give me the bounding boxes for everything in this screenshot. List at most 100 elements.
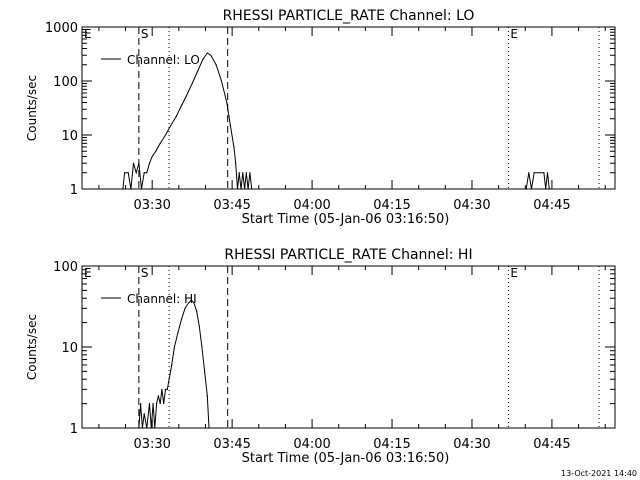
data-point [206,395,208,397]
chart-panel-hi: RHESSI PARTICLE_RATE Channel: HI 1 10 100 03… [25,247,616,466]
event-line-label: E [510,266,518,280]
data-point [143,172,145,174]
event-line-label: E [510,27,518,41]
x-tick-label: 04:45 [533,437,570,452]
chart-title: RHESSI PARTICLE_RATE Channel: HI [224,247,472,263]
x-tick-label: 04:15 [373,198,410,213]
data-point [171,364,173,366]
data-point [530,188,533,190]
data-point [140,403,142,405]
data-point [157,395,159,397]
data-point [166,388,168,390]
data-point [173,346,175,348]
data-point [208,427,210,429]
data-point [184,307,186,309]
data-point [188,302,190,304]
data-point [161,388,163,390]
x-tick-label: 04:00 [293,437,330,452]
y-tick-label: 1 [70,183,78,198]
data-point [226,101,228,104]
legend-label: Channel: HI [127,292,197,306]
data-point [198,325,200,327]
data-point [148,162,151,164]
footer-timestamp: 13-Oct-2021 14:40 [561,469,637,478]
series-line-segment [525,172,550,190]
y-tick-label: 10 [61,341,78,356]
data-point [202,58,204,61]
data-point [206,52,208,54]
event-line-label: S [141,27,149,41]
data-point [150,427,152,429]
data-point [138,162,140,164]
plot-frame [81,265,616,429]
data-point [140,188,143,190]
data-point [152,403,154,405]
data-point [240,188,242,190]
data-point [245,172,247,174]
data-point [249,172,251,174]
data-point [127,172,129,174]
data-point [159,142,161,144]
data-point [177,332,179,334]
data-point [203,370,206,372]
data-point [163,403,165,405]
data-point [243,188,246,190]
data-point [247,188,249,190]
data-point [146,172,148,174]
data-point [135,172,137,174]
data-point [236,188,239,190]
data-point [220,80,223,82]
corner-marker: E [84,266,92,280]
x-tick-label: 03:30 [133,198,170,213]
data-point [196,70,199,73]
x-tick-label: 04:45 [533,198,570,213]
data-point [238,172,240,174]
x-tick-label: 03:30 [133,437,170,452]
x-tick-label: 04:30 [453,437,490,452]
data-point [148,403,151,405]
data-point [191,82,193,85]
data-point [146,427,148,429]
data-point [528,172,530,174]
x-tick-label: 04:30 [453,198,490,213]
data-point [168,378,170,380]
y-tick-label: 10 [61,129,78,144]
y-axis-label: Counts/sec [25,75,39,141]
data-point [141,427,144,429]
data-point [195,310,198,312]
data-point [180,105,183,107]
data-point [548,188,550,190]
legend-label: Channel: LO [127,53,200,67]
data-point [130,188,132,190]
data-point [233,146,235,148]
data-point [170,124,172,127]
data-point [242,172,244,174]
x-axis-label: Start Time (05-Jan-06 03:16:50) [242,451,450,466]
x-tick-label: 04:00 [293,198,330,213]
data-point [156,403,158,405]
data-point [543,172,545,174]
data-point [132,162,135,164]
x-tick-label: 03:45 [213,437,250,452]
y-tick-label: 1 [70,422,78,437]
data-point [138,427,140,429]
data-point [159,403,161,405]
corner-marker: E [84,27,92,41]
x-tick-label: 03:45 [213,198,250,213]
data-point [143,413,145,415]
data-point [155,150,157,152]
x-tick-label: 04:15 [373,437,410,452]
plot-frame [81,26,616,190]
data-point [229,124,231,127]
data-point [186,94,188,96]
y-axis-label: Counts/sec [25,314,39,380]
data-point [210,54,212,56]
x-axis-label: Start Time (05-Jan-06 03:16:50) [242,212,450,227]
chart-title: RHESSI PARTICLE_RATE Channel: LO [223,8,475,24]
data-point [122,188,124,190]
series-line-segment [122,52,253,190]
data-point [175,115,177,118]
data-point [193,302,195,304]
data-point [180,318,183,320]
data-point [525,188,527,190]
